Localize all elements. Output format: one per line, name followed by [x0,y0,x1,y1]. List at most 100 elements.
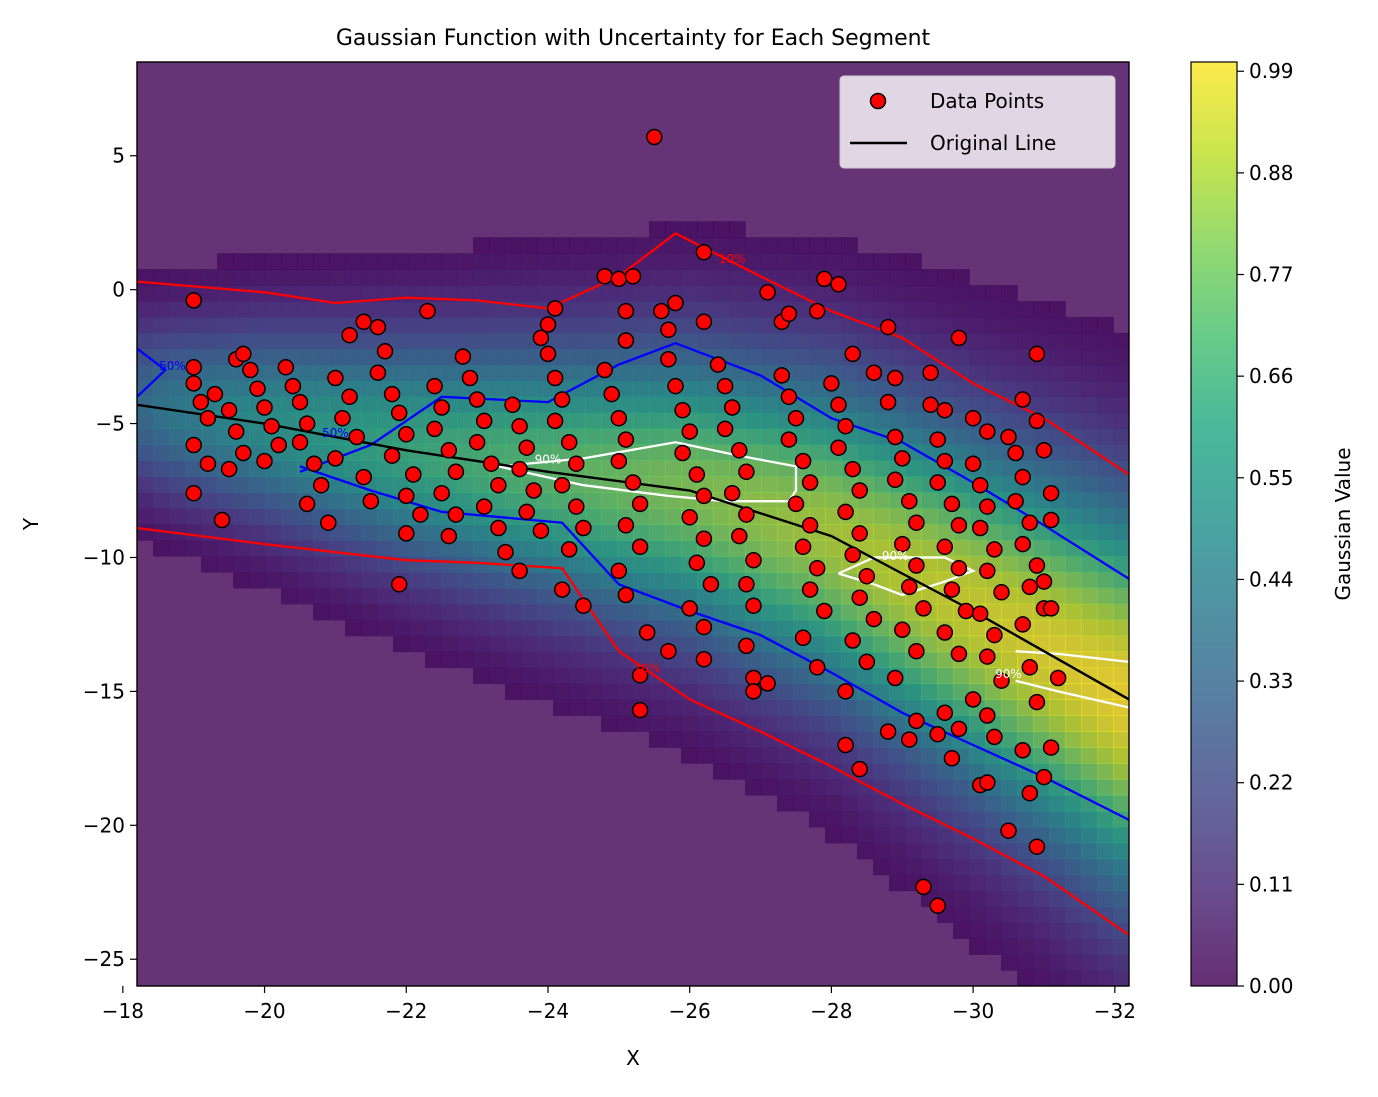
heat-cell [137,412,154,430]
heat-cell [681,747,698,764]
heat-cell [569,316,586,334]
heat-cell [825,587,842,605]
heat-cell [313,332,330,350]
heat-cell [393,316,410,334]
heat-cell [1033,970,1050,986]
heat-cell [857,301,874,318]
data-point [1035,442,1053,459]
heat-cell [921,635,938,653]
heat-cell [1065,508,1082,525]
heat-cell [1049,715,1066,732]
heat-cell [425,508,442,525]
heat-cell [649,412,666,430]
contour-90pct-path [1015,650,1129,664]
heat-cell [873,285,890,302]
data-point [908,557,925,574]
data-point [901,578,918,596]
heat-cell [297,348,314,366]
heat-cell [969,364,986,382]
data-point [674,444,691,462]
heat-cell [905,842,922,860]
data-point [334,409,351,427]
y-tick-label: 5 [112,144,125,168]
data-point [631,495,649,513]
heat-cell [473,651,490,669]
heat-cell [601,492,618,509]
heat-cell [281,587,298,605]
data-point [1028,693,1046,711]
heat-cell [665,364,682,382]
heat-cell [1065,460,1082,477]
heat-cell [601,699,618,716]
heat-cell [681,221,698,238]
heat-cell [889,508,906,525]
heat-cell [905,380,922,398]
heat-cell [265,364,282,382]
heat-cell [953,794,970,812]
heat-cell [713,715,730,732]
heat-cell [409,348,426,366]
heat-cell [249,301,266,318]
data-point [716,377,734,395]
contour-label: 10% [634,662,661,676]
heat-cell [393,301,410,318]
heat-cell [873,810,890,828]
data-point [745,683,762,700]
heat-cell [1049,428,1066,446]
heat-cell [729,731,746,748]
data-point [674,401,691,419]
heat-cell [1049,380,1066,398]
heat-cell [553,699,570,716]
data-point [185,436,202,454]
heat-cell [1097,731,1114,748]
heat-cell [329,492,346,509]
heat-cell [1065,938,1082,955]
colorbar-ticks: 0.000.110.220.330.440.550.660.770.880.99 [1237,59,1294,998]
heat-cell [1049,301,1066,318]
heat-cell [1049,364,1066,382]
heat-cell [249,269,266,286]
heat-cell [281,539,298,557]
y-tick-label: −15 [83,679,125,703]
heat-cell [1065,778,1082,796]
data-point [738,637,755,655]
heat-cell [553,237,570,254]
data-point [1007,444,1024,462]
colorbar-tick-label: 0.00 [1249,974,1294,998]
heat-cell [921,651,938,669]
heat-cell [665,524,682,541]
heat-cell [681,635,698,653]
heat-cell [553,667,570,685]
heat-cell [345,555,362,573]
heat-cell [697,715,714,732]
heat-cell [1065,348,1082,366]
heat-cell [985,444,1002,461]
data-point [723,484,741,502]
heat-cell [697,508,714,525]
heat-cell [713,301,730,318]
y-axis-label: Y [19,517,43,531]
heat-cell [585,508,602,525]
data-point [617,517,635,534]
heat-cell [569,667,586,685]
heat-cell [793,778,810,796]
heat-cell [761,747,778,764]
heat-cell [761,524,778,541]
heat-cell [745,715,762,732]
heat-cell [633,396,650,414]
heat-cell [233,555,250,573]
heat-cell [793,237,810,254]
heat-cell [233,269,250,286]
heat-cell [921,285,938,302]
heat-cell [505,237,522,254]
heat-cell [425,555,442,573]
heat-cell [201,364,218,382]
heat-cell [1049,332,1066,350]
heat-cell [969,731,986,748]
heat-cell [297,332,314,350]
heat-cell [825,763,842,780]
heat-cell [585,316,602,334]
heat-cell [1017,428,1034,446]
heat-cell [649,269,666,286]
heat-cell [585,476,602,493]
